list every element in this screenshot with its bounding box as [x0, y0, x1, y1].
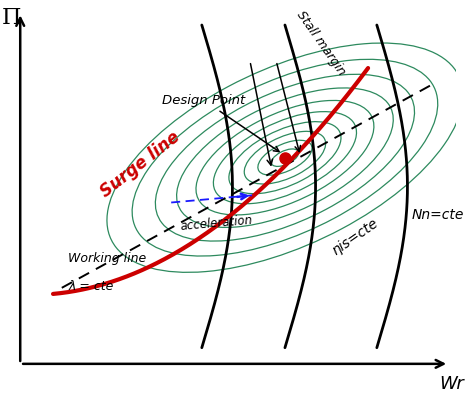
Text: Stall margin: Stall margin: [294, 8, 347, 78]
Text: Working line: Working line: [68, 252, 146, 265]
Text: Π: Π: [2, 7, 21, 29]
Text: acceleration: acceleration: [180, 213, 254, 232]
Text: λ = cte: λ = cte: [68, 280, 114, 293]
Text: ηis=cte: ηis=cte: [328, 216, 380, 258]
Text: Nn=cte: Nn=cte: [412, 208, 464, 222]
Text: Surge line: Surge line: [97, 128, 184, 201]
Text: Design Point: Design Point: [163, 94, 279, 152]
Text: Wr: Wr: [439, 375, 464, 392]
